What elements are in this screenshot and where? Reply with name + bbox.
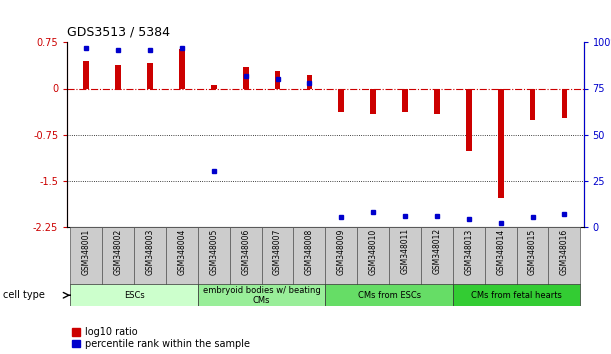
Text: GSM348015: GSM348015 [528, 228, 537, 275]
Text: ESCs: ESCs [124, 291, 145, 300]
Bar [70, 227, 102, 285]
Text: GSM348016: GSM348016 [560, 228, 569, 275]
Bar [530, 88, 535, 120]
Text: GSM348003: GSM348003 [145, 228, 155, 275]
Bar [102, 227, 134, 285]
Text: GSM348013: GSM348013 [464, 228, 474, 275]
Text: GSM348008: GSM348008 [305, 228, 314, 275]
Bar [230, 227, 262, 285]
Bar [389, 227, 421, 285]
Text: GSM348001: GSM348001 [82, 228, 91, 275]
Text: GSM348010: GSM348010 [368, 228, 378, 275]
Bar [307, 75, 312, 88]
Text: GSM348002: GSM348002 [114, 228, 123, 275]
Bar [198, 227, 230, 285]
Bar [179, 48, 185, 88]
Bar [453, 284, 580, 306]
Bar [402, 88, 408, 112]
Bar [562, 88, 567, 118]
Bar [166, 227, 198, 285]
Text: CMs from ESCs: CMs from ESCs [357, 291, 420, 300]
Bar [434, 88, 440, 114]
Text: CMs from fetal hearts: CMs from fetal hearts [471, 291, 562, 300]
Text: GSM348009: GSM348009 [337, 228, 346, 275]
Bar [549, 227, 580, 285]
Legend: log10 ratio, percentile rank within the sample: log10 ratio, percentile rank within the … [72, 327, 250, 349]
Bar [370, 88, 376, 114]
Text: GSM348005: GSM348005 [210, 228, 218, 275]
Bar [421, 227, 453, 285]
Bar [485, 227, 516, 285]
Bar [325, 227, 357, 285]
Bar [275, 71, 280, 88]
Bar [84, 61, 89, 88]
Text: GSM348014: GSM348014 [496, 228, 505, 275]
Text: GSM348006: GSM348006 [241, 228, 250, 275]
Bar [147, 63, 153, 88]
Bar [198, 284, 325, 306]
Text: GSM348004: GSM348004 [177, 228, 186, 275]
Bar [293, 227, 325, 285]
Text: embryoid bodies w/ beating
CMs: embryoid bodies w/ beating CMs [203, 286, 321, 305]
Text: GSM348011: GSM348011 [401, 228, 409, 274]
Bar [357, 227, 389, 285]
Bar [453, 227, 485, 285]
Bar [498, 88, 503, 198]
Bar [325, 284, 453, 306]
Bar [338, 88, 344, 112]
Text: cell type: cell type [3, 290, 45, 300]
Bar [115, 65, 121, 88]
Bar [70, 284, 198, 306]
Bar [516, 227, 549, 285]
Bar [466, 88, 472, 151]
Text: GDS3513 / 5384: GDS3513 / 5384 [67, 25, 170, 38]
Bar [134, 227, 166, 285]
Bar [211, 85, 217, 88]
Bar [262, 227, 293, 285]
Bar [243, 67, 249, 88]
Text: GSM348007: GSM348007 [273, 228, 282, 275]
Text: GSM348012: GSM348012 [433, 228, 441, 274]
